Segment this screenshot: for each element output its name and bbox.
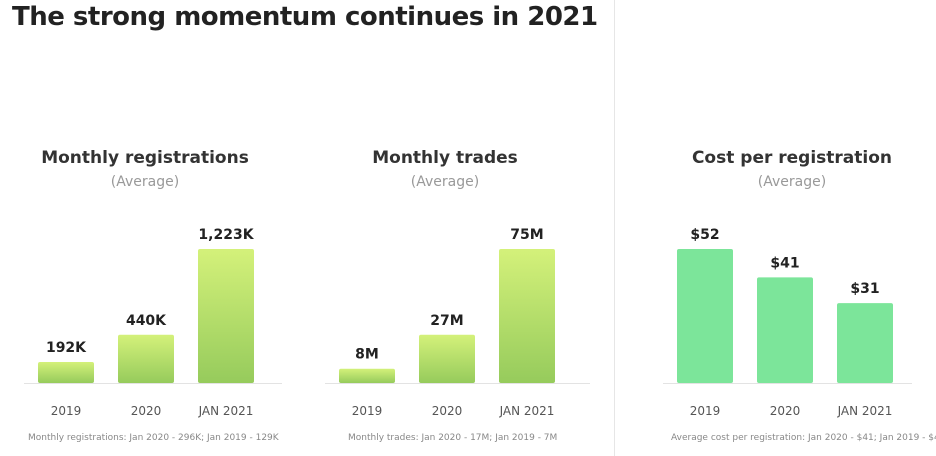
registrations-bar (118, 334, 174, 383)
registrations-chart-subtitle: (Average) (110, 174, 180, 190)
registrations-category-label: 2020 (131, 404, 162, 418)
registrations-category-label: JAN 2021 (198, 404, 254, 418)
page-title: The strong momentum continues in 2021 (12, 2, 598, 32)
cost-value-label: $31 (850, 281, 879, 297)
trades-chart-subtitle: (Average) (410, 174, 480, 190)
trades-category-label: 2020 (432, 404, 463, 418)
cost-chart-title: Cost per registration (691, 148, 893, 168)
registrations-bar (38, 361, 94, 383)
cost-bar (757, 277, 813, 383)
trades-category-label: 2019 (352, 404, 383, 418)
trades-value-label: 8M (355, 347, 379, 363)
registrations-chart-title: Monthly registrations (41, 148, 249, 168)
trades-value-label: 27M (430, 313, 463, 329)
cost-footnote: Average cost per registration: Jan 2020 … (671, 433, 936, 443)
trades-bar (499, 249, 555, 383)
cost-value-label: $41 (770, 255, 799, 271)
trades-value-label: 75M (510, 227, 543, 243)
panel-divider (614, 0, 615, 456)
registrations-value-label: 440K (126, 313, 167, 329)
cost-category-label: 2020 (770, 404, 801, 418)
trades-footnote: Monthly trades: Jan 2020 - 17M; Jan 2019… (348, 433, 558, 443)
trades-bar (419, 334, 475, 383)
cost-category-label: 2019 (690, 404, 721, 418)
cost-chart-subtitle: (Average) (757, 174, 827, 190)
registrations-value-label: 1,223K (198, 227, 254, 243)
trades-bar (339, 368, 395, 383)
trades-category-label: JAN 2021 (499, 404, 555, 418)
cost-category-label: JAN 2021 (837, 404, 893, 418)
registrations-category-label: 2019 (51, 404, 82, 418)
cost-bar (677, 249, 733, 383)
cost-value-label: $52 (690, 227, 719, 243)
trades-chart-title: Monthly trades (372, 148, 518, 168)
registrations-bar (198, 249, 254, 383)
registrations-footnote: Monthly registrations: Jan 2020 - 296K; … (28, 433, 279, 443)
registrations-value-label: 192K (46, 340, 87, 356)
cost-bar (837, 303, 893, 383)
